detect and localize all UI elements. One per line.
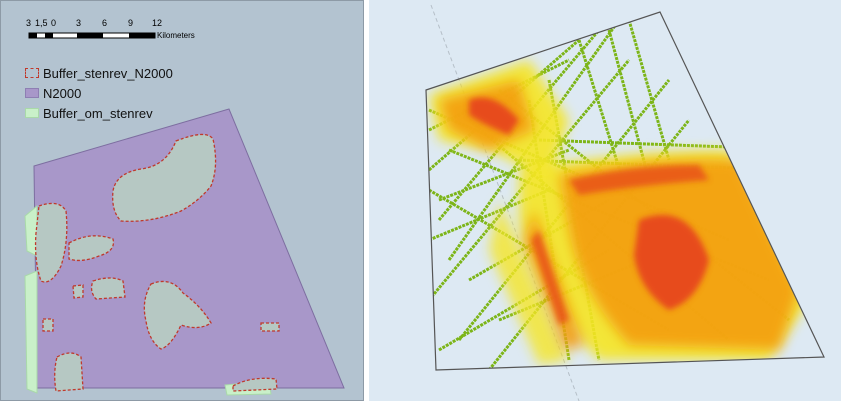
scale-tick-label: 0 [51, 18, 57, 28]
buffer-stenrev-layer [34, 133, 280, 392]
buffer-om-strip [24, 270, 38, 394]
vessel-track [428, 38, 580, 172]
left-map-panel: 3 1,5 0 3 6 9 12 Kilometers Buffer_stenr… [0, 0, 364, 401]
buffer-polygon [72, 284, 84, 299]
legend-item-buffer-stenrev: Buffer_stenrev_N2000 [25, 63, 173, 83]
scale-tick-label: 6 [102, 18, 108, 28]
vessel-track [627, 19, 671, 161]
legend-item-buffer-om-stenrev: Buffer_om_stenrev [25, 103, 173, 123]
legend-swatch [25, 68, 39, 78]
legend-label: Buffer_stenrev_N2000 [43, 65, 173, 81]
scale-tick-label: 1,5 [35, 18, 48, 28]
legend-swatch [25, 108, 39, 118]
legend-item-n2000: N2000 [25, 83, 173, 103]
buffer-polygon [112, 133, 217, 222]
scale-tick-label: 3 [76, 18, 82, 28]
density-map-canvas [425, 4, 825, 401]
density-layer [427, 19, 810, 370]
legend-label: Buffer_om_stenrev [43, 105, 153, 121]
scale-tick-label: 3 [26, 18, 32, 28]
buffer-polygon [42, 318, 54, 332]
buffer-polygon [260, 322, 280, 332]
scale-bar [28, 32, 156, 39]
density-max [469, 97, 709, 325]
buffer-polygon [34, 202, 68, 283]
scale-tick-label: 12 [152, 18, 163, 28]
buffer-polygon [143, 280, 212, 350]
map-legend: Buffer_stenrev_N2000 N2000 Buffer_om_ste… [25, 63, 173, 123]
buffer-polygon [90, 277, 126, 300]
study-area-outline [425, 11, 825, 371]
legend-label: N2000 [43, 85, 82, 101]
legend-swatch [25, 88, 39, 98]
scale-tick-label: 9 [128, 18, 134, 28]
buffer-polygon [68, 235, 115, 262]
buffer-polygon [54, 352, 84, 392]
left-map-canvas [24, 32, 345, 396]
right-map-panel [369, 0, 841, 401]
buffer-polygon [232, 377, 278, 392]
scale-unit-label: Kilometers [157, 31, 195, 40]
vessel-track [538, 138, 810, 152]
